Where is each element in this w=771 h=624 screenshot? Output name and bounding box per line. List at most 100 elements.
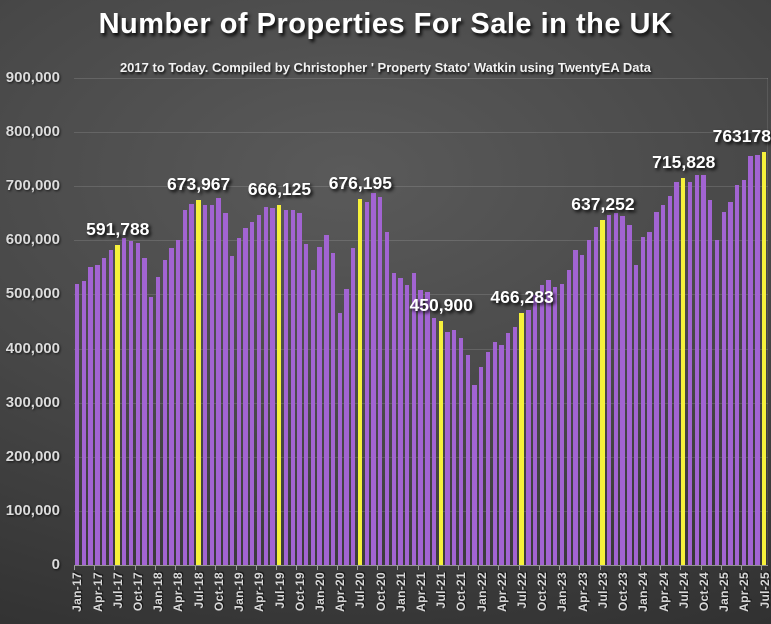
bar [378, 196, 383, 565]
x-tick-label: Jul-17 [110, 572, 125, 609]
x-tick-mark [195, 566, 197, 570]
x-tick-mark [741, 566, 743, 570]
bar [404, 285, 410, 565]
bar-highlighted [681, 177, 686, 565]
bar [512, 326, 518, 565]
bar [532, 295, 538, 565]
bar [553, 286, 558, 565]
bar [714, 239, 720, 565]
bar [701, 174, 706, 565]
bar [633, 265, 639, 565]
bar [748, 156, 753, 565]
x-tick-label: Jul-21 [434, 572, 449, 609]
bar [243, 228, 248, 565]
x-tick-mark [316, 566, 318, 570]
bar [209, 205, 215, 565]
x-tick-label: Jul-24 [676, 572, 691, 609]
bar [101, 258, 107, 565]
bar [108, 250, 114, 565]
x-tick-mark [579, 566, 581, 570]
bar [317, 246, 322, 565]
bar [546, 279, 551, 565]
x-tick-label: Apr-17 [90, 572, 105, 612]
x-tick-label: Jan-17 [70, 572, 85, 612]
x-tick-mark [700, 566, 702, 570]
x-tick-mark [296, 566, 298, 570]
bar [135, 243, 140, 565]
bar [391, 273, 396, 565]
x-tick-label: Oct-23 [616, 572, 631, 612]
bar-highlighted [196, 200, 201, 565]
x-tick-mark [276, 566, 278, 570]
bar [708, 199, 713, 565]
bar [566, 270, 571, 565]
x-tick-label: Jan-21 [393, 572, 408, 612]
bar [344, 288, 349, 565]
data-label: 466,283 [490, 286, 554, 307]
y-tick-label: 400,000 [5, 339, 60, 357]
x-tick-mark [417, 566, 419, 570]
bar [728, 201, 733, 565]
x-tick-mark [175, 566, 177, 570]
x-tick-mark [255, 566, 257, 570]
data-label: 666,125 [247, 178, 312, 199]
x-tick-mark [538, 566, 540, 570]
bar-highlighted [277, 204, 282, 565]
data-label: 676,195 [328, 173, 392, 194]
x-tick-label: Jan-25 [717, 572, 732, 612]
bar [283, 210, 289, 565]
x-tick-label: Jan-22 [474, 572, 489, 612]
x-tick-label: Jan-19 [232, 572, 247, 612]
bar [613, 213, 619, 565]
bar [620, 215, 625, 565]
bar [425, 291, 430, 565]
bar-highlighted [115, 244, 120, 565]
x-tick-mark [215, 566, 217, 570]
x-tick-label: Apr-23 [575, 572, 590, 612]
bar [250, 221, 255, 565]
data-label: 450,900 [409, 295, 473, 316]
bar [667, 195, 672, 565]
bar [755, 154, 760, 565]
x-tick-mark [498, 566, 500, 570]
y-tick-label: 200,000 [5, 447, 60, 465]
bar [128, 241, 134, 565]
y-tick-label: 900,000 [5, 69, 60, 86]
y-tick-label: 800,000 [5, 123, 60, 141]
x-tick-label: Oct-22 [535, 572, 550, 612]
bar-series [74, 78, 768, 565]
bar [216, 198, 221, 565]
x-tick-label: Oct-20 [373, 572, 388, 612]
bar [741, 180, 747, 565]
x-tick-label: Jan-24 [636, 572, 651, 612]
x-tick-mark [559, 566, 561, 570]
bar [559, 283, 565, 565]
gridline [74, 132, 768, 134]
bar [398, 278, 403, 565]
data-label: 591,788 [86, 218, 150, 239]
y-tick-label: 600,000 [5, 231, 60, 249]
plot-right-border [767, 78, 768, 565]
bar [654, 211, 659, 565]
x-tick-label: Oct-21 [454, 572, 469, 612]
x-tick-mark [134, 566, 136, 570]
x-tick-mark [114, 566, 116, 570]
bar-highlighted [600, 220, 605, 565]
bar [155, 276, 161, 565]
bar [445, 331, 450, 565]
x-tick-mark [377, 566, 379, 570]
x-tick-mark [397, 566, 399, 570]
bar [297, 213, 302, 565]
bar [694, 174, 699, 565]
x-tick-label: Apr-19 [252, 572, 267, 612]
x-tick-mark [720, 566, 722, 570]
bar [149, 297, 154, 565]
bar-highlighted [357, 199, 363, 565]
bar [647, 231, 652, 565]
y-tick-label: 0 [51, 556, 60, 573]
bar [229, 255, 235, 565]
x-tick-label: Jul-20 [353, 572, 368, 609]
x-tick-label: Oct-24 [696, 572, 711, 612]
x-tick-mark [74, 566, 75, 570]
x-tick-mark [761, 566, 763, 570]
